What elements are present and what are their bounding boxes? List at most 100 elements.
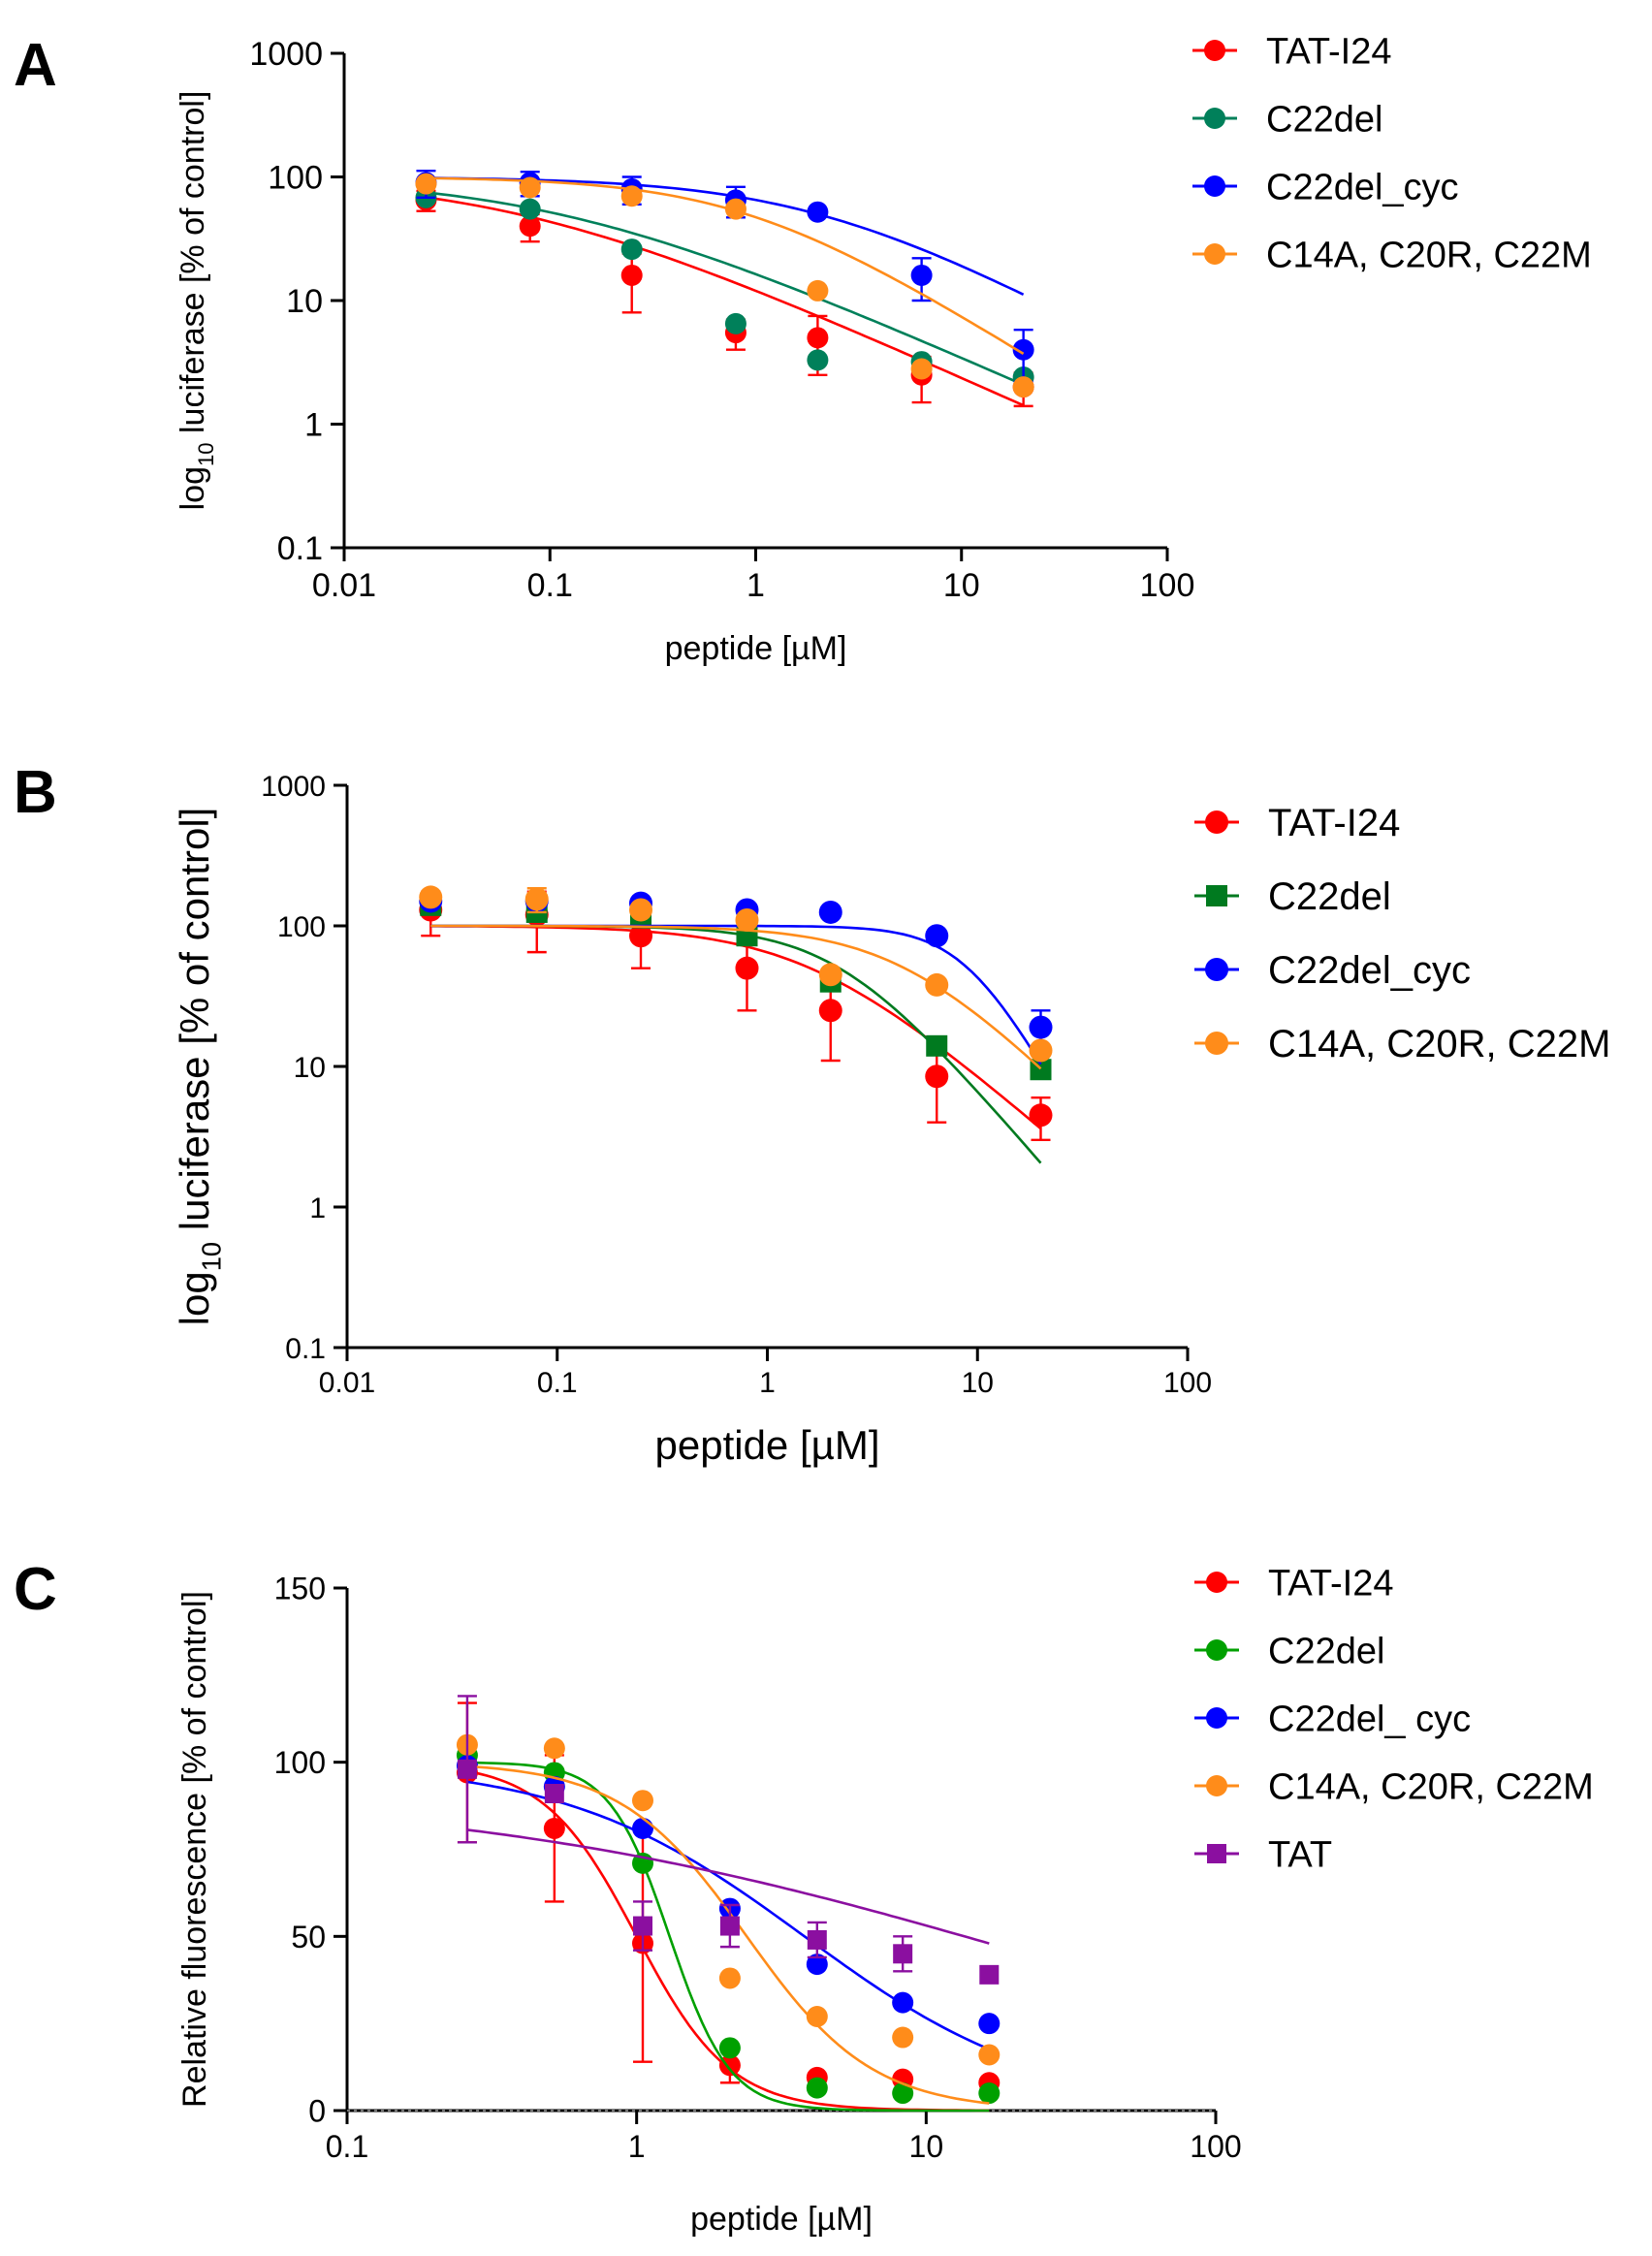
series-c22del xyxy=(420,894,1052,1164)
y-axis-title-log: log xyxy=(175,466,211,510)
x-tick-label: 100 xyxy=(1190,2129,1241,2164)
series-c14a-c20r-c22m xyxy=(456,1733,1001,2105)
data-point xyxy=(735,956,759,980)
panel-letter: A xyxy=(14,32,57,99)
y-tick-label: 10 xyxy=(294,1052,326,1084)
fit-curve xyxy=(426,176,1025,296)
data-point xyxy=(631,1790,653,1812)
fit-curve xyxy=(430,924,1042,1164)
legend-label: C14A, C20R, C22M xyxy=(1266,235,1592,275)
legend-label: TAT xyxy=(1268,1834,1332,1875)
legend-marker xyxy=(1206,885,1227,906)
data-point xyxy=(892,1991,914,2014)
y-tick-label: 100 xyxy=(274,1745,326,1780)
y-tick-label: 0.1 xyxy=(277,530,323,567)
data-point xyxy=(806,2005,828,2027)
data-point xyxy=(524,887,549,911)
legend-label: C22del xyxy=(1266,99,1382,140)
x-axis-title: peptide [µM] xyxy=(665,630,847,667)
legend-entry: TAT-I24 xyxy=(1194,1563,1394,1604)
fit-curve xyxy=(430,925,1042,1130)
data-point xyxy=(807,327,829,349)
panel-letter: C xyxy=(14,1556,57,1623)
legend-marker xyxy=(1204,243,1225,265)
series-c14a-c20r-c22m xyxy=(415,173,1034,398)
y-tick-label: 100 xyxy=(277,911,326,943)
x-tick-label: 0.01 xyxy=(312,567,376,604)
fit-curve xyxy=(430,924,1042,1070)
legend-marker xyxy=(1204,175,1225,197)
legend-marker xyxy=(1206,1572,1227,1593)
fit-curve xyxy=(426,191,1025,387)
legend-entry: TAT-I24 xyxy=(1192,31,1392,72)
data-point xyxy=(807,201,829,223)
x-axis-title: peptide [µM] xyxy=(690,2201,873,2238)
data-point xyxy=(620,238,643,261)
data-point xyxy=(718,1967,741,1989)
series-c22del xyxy=(415,186,1034,389)
data-point xyxy=(620,185,643,207)
data-point xyxy=(632,1916,652,1936)
x-tick-label: 1 xyxy=(759,1367,776,1399)
data-point xyxy=(893,1944,913,1964)
legend-entry: C22del_cyc xyxy=(1194,949,1471,992)
x-tick-label: 10 xyxy=(943,567,980,604)
y-axis-title: log10 luciferase [% of control] xyxy=(175,91,218,511)
data-point xyxy=(724,198,747,220)
y-axis-title-subscript: 10 xyxy=(194,442,218,466)
data-point xyxy=(978,2082,1001,2105)
y-tick-label: 1000 xyxy=(261,771,326,803)
panel-letter: B xyxy=(14,759,57,826)
data-point xyxy=(718,2054,741,2077)
y-axis-title-rest: luciferase [% of control] xyxy=(172,808,217,1242)
legend-label: C22del xyxy=(1268,1631,1384,1671)
x-axis-title: peptide [µM] xyxy=(655,1422,880,1468)
data-point xyxy=(629,898,653,922)
data-point xyxy=(807,349,829,371)
data-point xyxy=(519,176,541,199)
legend-entry: C22del xyxy=(1192,99,1382,140)
x-tick-label: 100 xyxy=(1163,1367,1212,1399)
data-point xyxy=(543,1737,565,1760)
data-point xyxy=(892,2082,914,2105)
legend-label: TAT-I24 xyxy=(1268,802,1400,844)
data-point xyxy=(735,907,759,932)
data-point xyxy=(724,312,747,334)
legend-label: C22del_cyc xyxy=(1266,167,1459,207)
legend-marker xyxy=(1205,810,1228,834)
data-point xyxy=(1029,1103,1053,1128)
legend-entry: C22del_ cyc xyxy=(1194,1699,1471,1739)
data-point xyxy=(1012,338,1034,361)
data-point xyxy=(979,1964,1000,1985)
legend-label: C22del_cyc xyxy=(1268,949,1471,992)
data-point xyxy=(925,924,949,948)
series-tat xyxy=(457,1695,1000,1985)
legend-label: C22del_ cyc xyxy=(1268,1699,1471,1739)
x-tick-label: 0.01 xyxy=(319,1367,375,1399)
y-tick-label: 50 xyxy=(291,1920,326,1954)
legend-entry: TAT xyxy=(1194,1834,1332,1875)
x-tick-label: 10 xyxy=(909,2129,944,2164)
legend-label: C14A, C20R, C22M xyxy=(1268,1766,1594,1807)
legend-entry: TAT-I24 xyxy=(1194,802,1400,844)
legend-entry: C14A, C20R, C22M xyxy=(1194,1766,1594,1807)
data-point xyxy=(818,900,842,924)
x-tick-label: 1 xyxy=(747,567,765,604)
x-tick-label: 0.1 xyxy=(527,567,573,604)
data-point xyxy=(925,972,949,997)
y-tick-label: 1 xyxy=(309,1192,326,1224)
series-tat-i24 xyxy=(415,189,1034,408)
panel-c: C 0 50 100 150 0.1 1 10 100 peptide [µM] Relative … xyxy=(14,1556,1594,2238)
data-point xyxy=(806,2077,828,2099)
data-point xyxy=(544,1784,564,1804)
legend-entry: C14A, C20R, C22M xyxy=(1194,1023,1610,1065)
data-point xyxy=(818,963,842,987)
data-point xyxy=(818,999,842,1023)
legend-entry: C22del_cyc xyxy=(1192,167,1459,207)
y-tick-label: 1 xyxy=(304,407,323,444)
legend-marker xyxy=(1205,958,1228,981)
data-point xyxy=(806,1954,828,1976)
fit-curve xyxy=(466,1828,990,1945)
